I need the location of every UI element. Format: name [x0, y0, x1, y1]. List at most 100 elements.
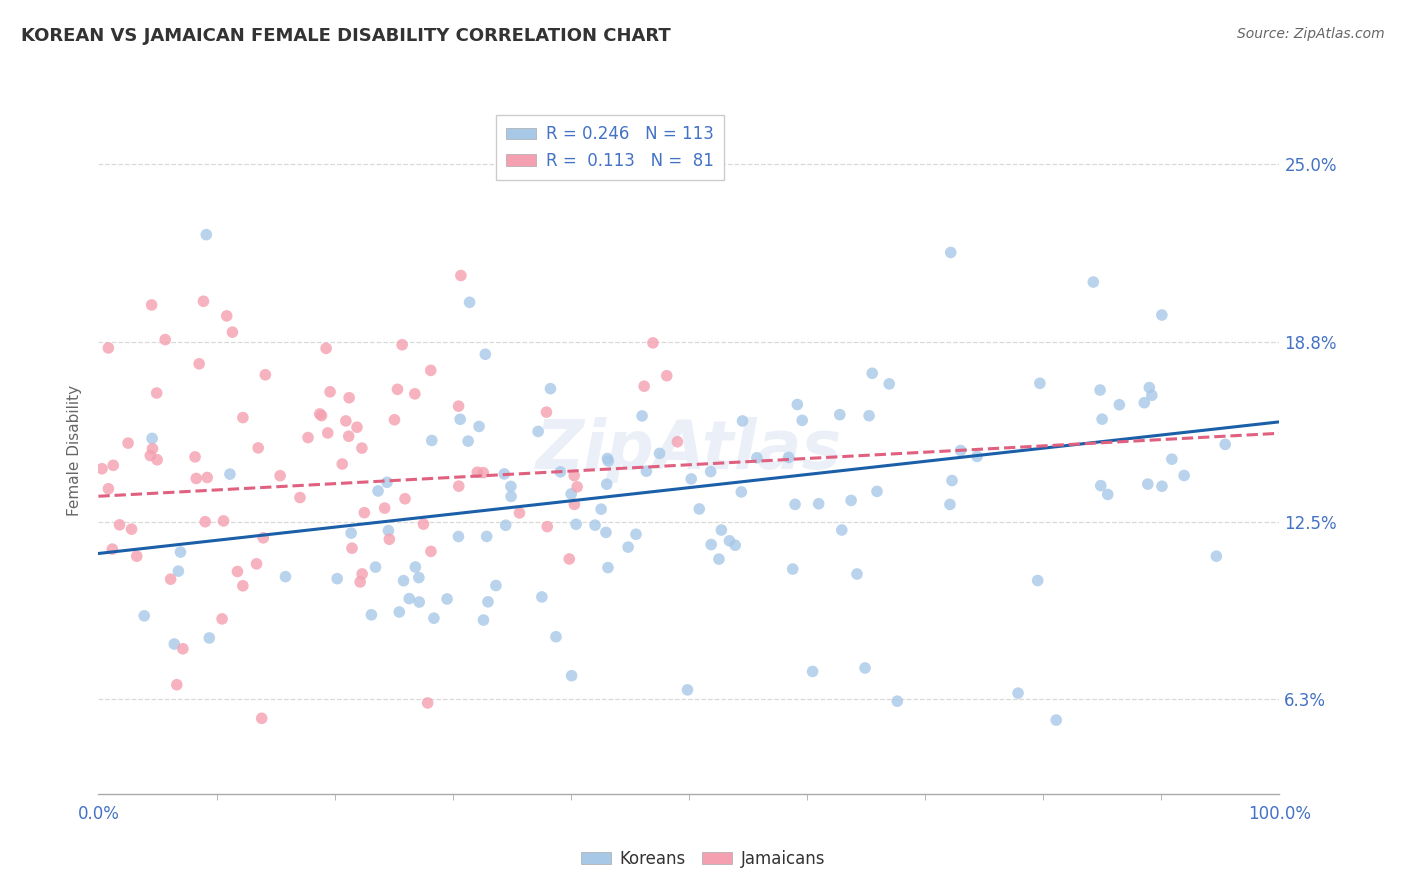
Point [139, 449, 162, 463]
Point [792, 413, 814, 427]
Point [1213, 437, 1236, 451]
Point [384, 413, 406, 427]
Point [1136, 477, 1159, 491]
Point [648, 446, 671, 460]
Point [458, 295, 481, 310]
Point [194, 515, 217, 529]
Point [831, 523, 853, 537]
Point [375, 475, 398, 490]
Point [807, 497, 830, 511]
Point [457, 434, 479, 448]
Point [340, 541, 363, 556]
Point [527, 425, 550, 439]
Point [141, 298, 163, 312]
Point [596, 451, 619, 466]
Point [423, 611, 446, 625]
Point [447, 399, 470, 413]
Point [846, 566, 869, 581]
Point [562, 468, 585, 483]
Point [472, 466, 495, 480]
Point [1088, 383, 1111, 397]
Point [449, 412, 471, 426]
Point [364, 560, 387, 574]
Point [866, 484, 889, 499]
Point [297, 431, 319, 445]
Point [159, 572, 181, 586]
Point [377, 524, 399, 538]
Point [97, 482, 120, 496]
Point [782, 562, 804, 576]
Point [232, 579, 254, 593]
Point [540, 382, 562, 396]
Point [666, 434, 689, 449]
Point [408, 595, 430, 609]
Point [219, 467, 242, 482]
Point [394, 491, 416, 506]
Point [166, 678, 188, 692]
Point [330, 457, 353, 471]
Point [941, 474, 963, 488]
Legend: R = 0.246   N = 113, R =  0.113   N =  81: R = 0.246 N = 113, R = 0.113 N = 81 [496, 115, 724, 179]
Point [1045, 713, 1067, 727]
Point [745, 450, 768, 465]
Point [617, 540, 640, 554]
Point [360, 607, 382, 622]
Point [1137, 380, 1160, 394]
Point [1108, 398, 1130, 412]
Point [633, 379, 655, 393]
Point [598, 454, 620, 468]
Point [1026, 574, 1049, 588]
Point [1097, 487, 1119, 501]
Point [564, 497, 586, 511]
Point [340, 526, 363, 541]
Point [392, 574, 415, 588]
Point [274, 569, 297, 583]
Point [269, 468, 291, 483]
Point [583, 518, 606, 533]
Point [250, 711, 273, 725]
Point [1083, 275, 1105, 289]
Point [416, 696, 439, 710]
Point [184, 450, 207, 464]
Point [404, 560, 426, 574]
Point [412, 517, 434, 532]
Point [311, 409, 333, 423]
Point [221, 325, 243, 339]
Point [337, 429, 360, 443]
Point [436, 592, 458, 607]
Point [560, 487, 582, 501]
Point [1090, 478, 1112, 492]
Point [1140, 388, 1163, 402]
Point [349, 574, 371, 589]
Point [134, 608, 156, 623]
Point [352, 566, 374, 581]
Point [315, 342, 337, 356]
Y-axis label: Female Disability: Female Disability [67, 384, 83, 516]
Point [778, 450, 800, 465]
Point [718, 533, 741, 548]
Point [141, 442, 163, 456]
Point [91, 461, 114, 475]
Point [450, 268, 472, 283]
Point [596, 560, 619, 574]
Point [97, 341, 120, 355]
Point [337, 391, 360, 405]
Point [193, 294, 215, 309]
Point [1173, 468, 1195, 483]
Point [1150, 308, 1173, 322]
Point [495, 518, 517, 533]
Point [966, 450, 988, 464]
Point [254, 368, 277, 382]
Text: Source: ZipAtlas.com: Source: ZipAtlas.com [1237, 27, 1385, 41]
Point [188, 357, 211, 371]
Point [949, 443, 972, 458]
Point [839, 493, 862, 508]
Point [387, 382, 409, 396]
Point [681, 472, 703, 486]
Point [475, 529, 498, 543]
Point [939, 498, 962, 512]
Point [710, 523, 733, 537]
Point [388, 605, 411, 619]
Point [853, 661, 876, 675]
Point [939, 245, 962, 260]
